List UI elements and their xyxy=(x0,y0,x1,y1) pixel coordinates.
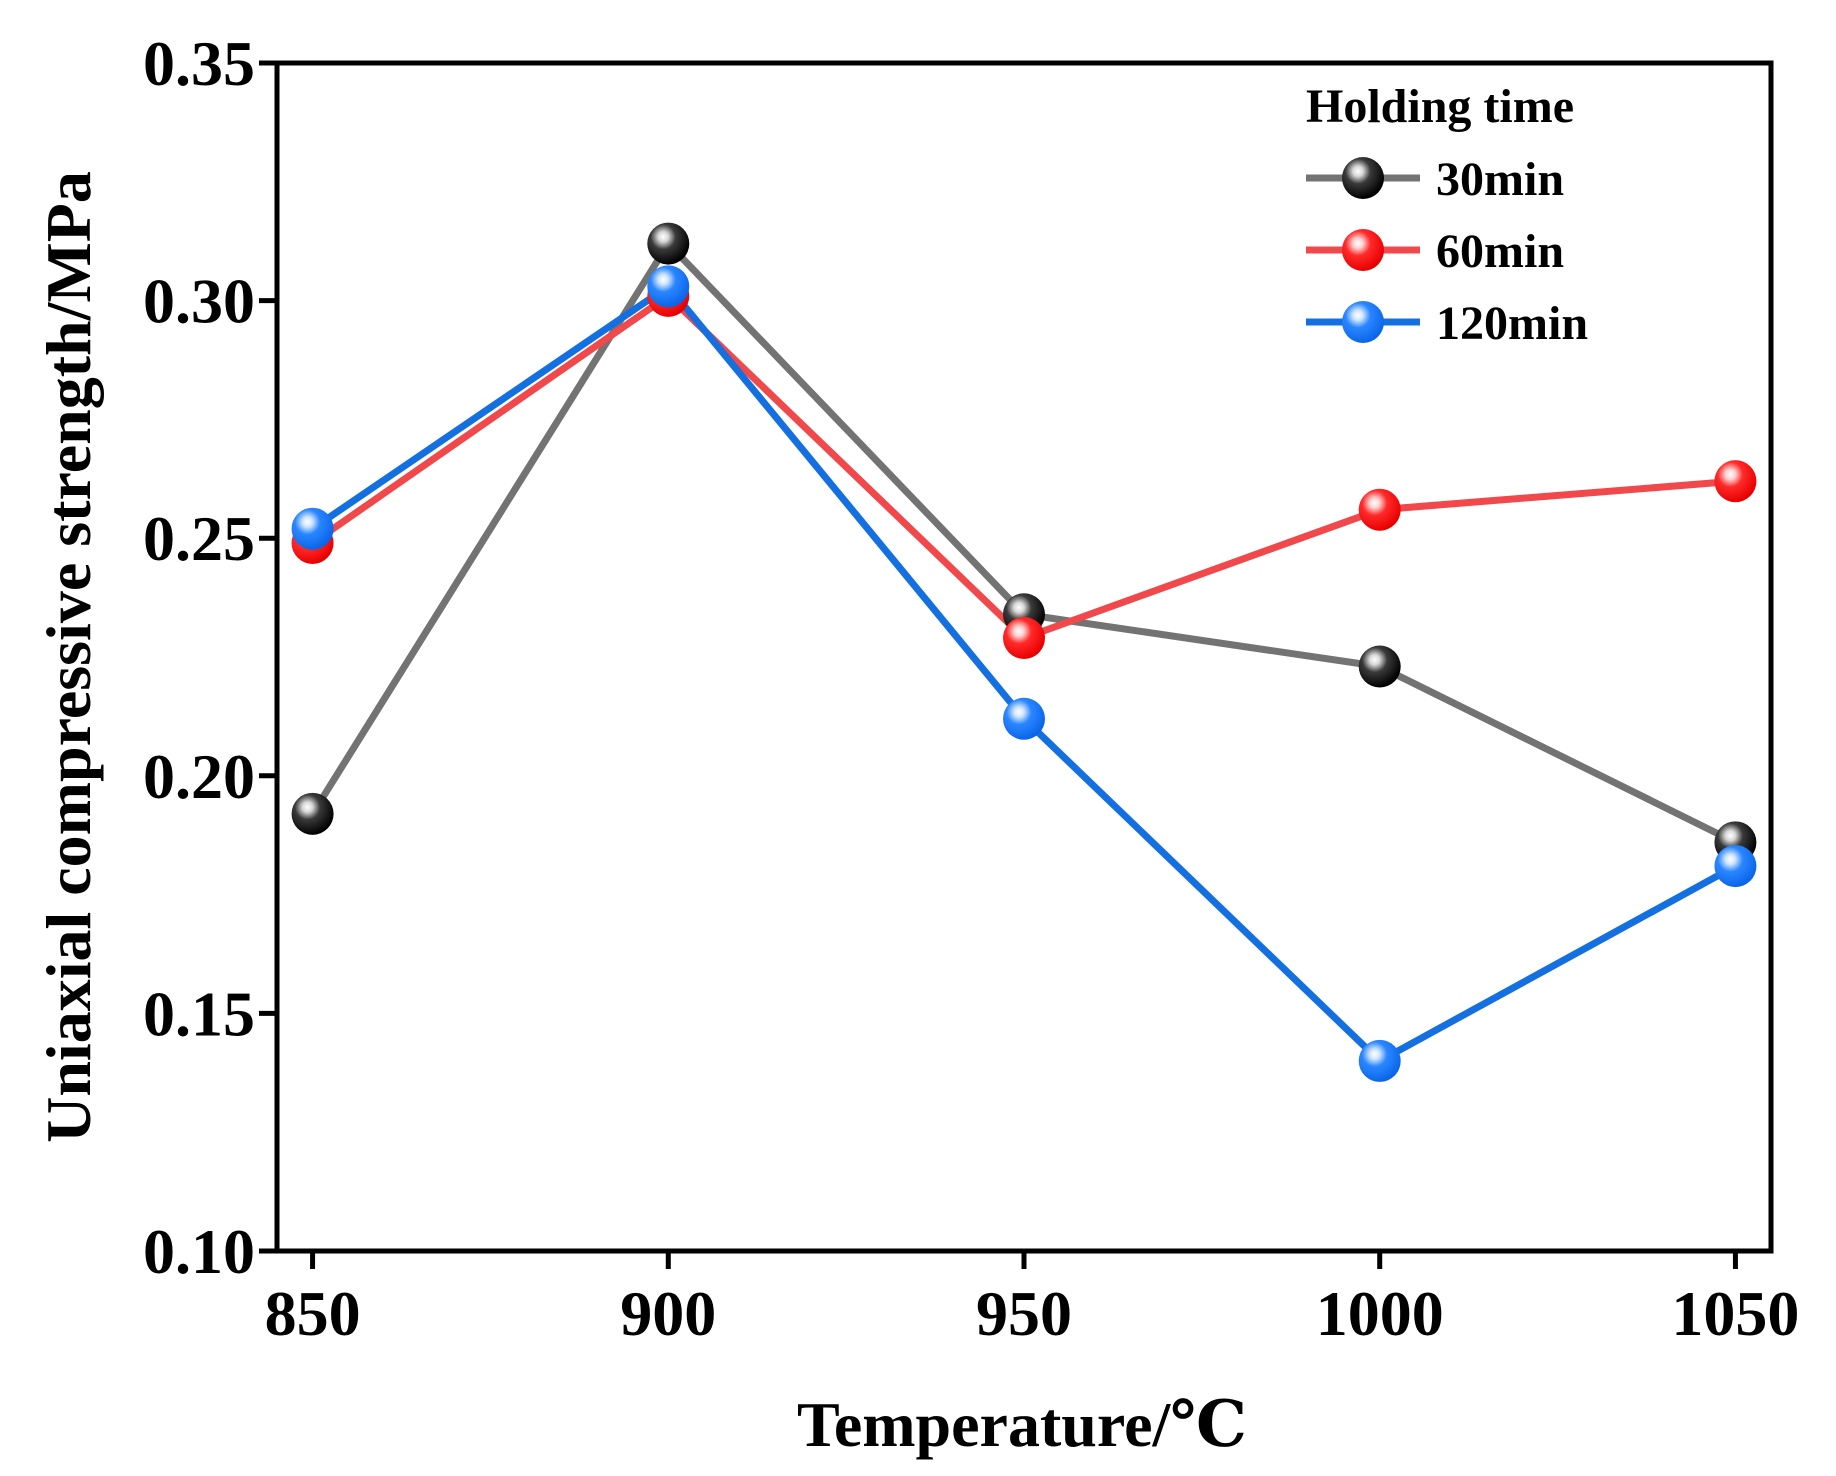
x-tick-label: 900 xyxy=(620,1278,716,1349)
data-point-60min xyxy=(1358,488,1401,531)
y-axis-title: Uniaxial compressive strength/MPa xyxy=(33,171,104,1143)
legend-items: 30min 60min 120min xyxy=(1306,153,1588,350)
data-point-120min xyxy=(647,265,690,308)
data-point-120min xyxy=(1714,845,1757,888)
y-tick-label: 0.15 xyxy=(143,978,255,1049)
data-point-120min xyxy=(291,507,334,550)
legend-label-120min: 120min xyxy=(1436,297,1588,350)
x-tick-label: 950 xyxy=(976,1278,1072,1349)
series-line-120min xyxy=(310,282,1738,1065)
legend-marker-120min xyxy=(1342,301,1384,343)
data-point-30min xyxy=(291,792,334,835)
data-point-30min xyxy=(1358,645,1401,688)
y-tick-label: 0.10 xyxy=(143,1216,255,1287)
data-point-120min xyxy=(1003,697,1045,740)
legend-label-30min: 30min xyxy=(1436,153,1564,206)
x-axis-ticks: 850 900 950 1000 1050 xyxy=(265,1251,1799,1349)
data-point-120min xyxy=(1358,1039,1401,1082)
x-tick-label: 850 xyxy=(265,1278,361,1349)
legend-marker-60min xyxy=(1342,229,1384,271)
data-point-60min xyxy=(1003,616,1045,659)
x-axis-title: Temperature/℃ xyxy=(797,1389,1247,1460)
y-tick-label: 0.25 xyxy=(143,503,255,574)
y-axis-ticks: 0.10 0.15 0.20 0.25 0.30 0.35 xyxy=(143,28,277,1287)
series-markers xyxy=(291,222,1757,1082)
y-tick-label: 0.35 xyxy=(143,28,255,99)
legend-title: Holding time xyxy=(1306,80,1574,133)
data-point-30min xyxy=(647,222,690,265)
legend: Holding time 30min 60min 120min xyxy=(1306,80,1588,350)
y-tick-label: 0.30 xyxy=(143,266,255,337)
legend-label-60min: 60min xyxy=(1436,225,1564,278)
legend-marker-30min xyxy=(1342,157,1384,199)
x-tick-label: 1050 xyxy=(1671,1278,1799,1349)
data-point-60min xyxy=(1714,460,1757,503)
y-tick-label: 0.20 xyxy=(143,741,255,812)
x-tick-label: 1000 xyxy=(1316,1278,1444,1349)
